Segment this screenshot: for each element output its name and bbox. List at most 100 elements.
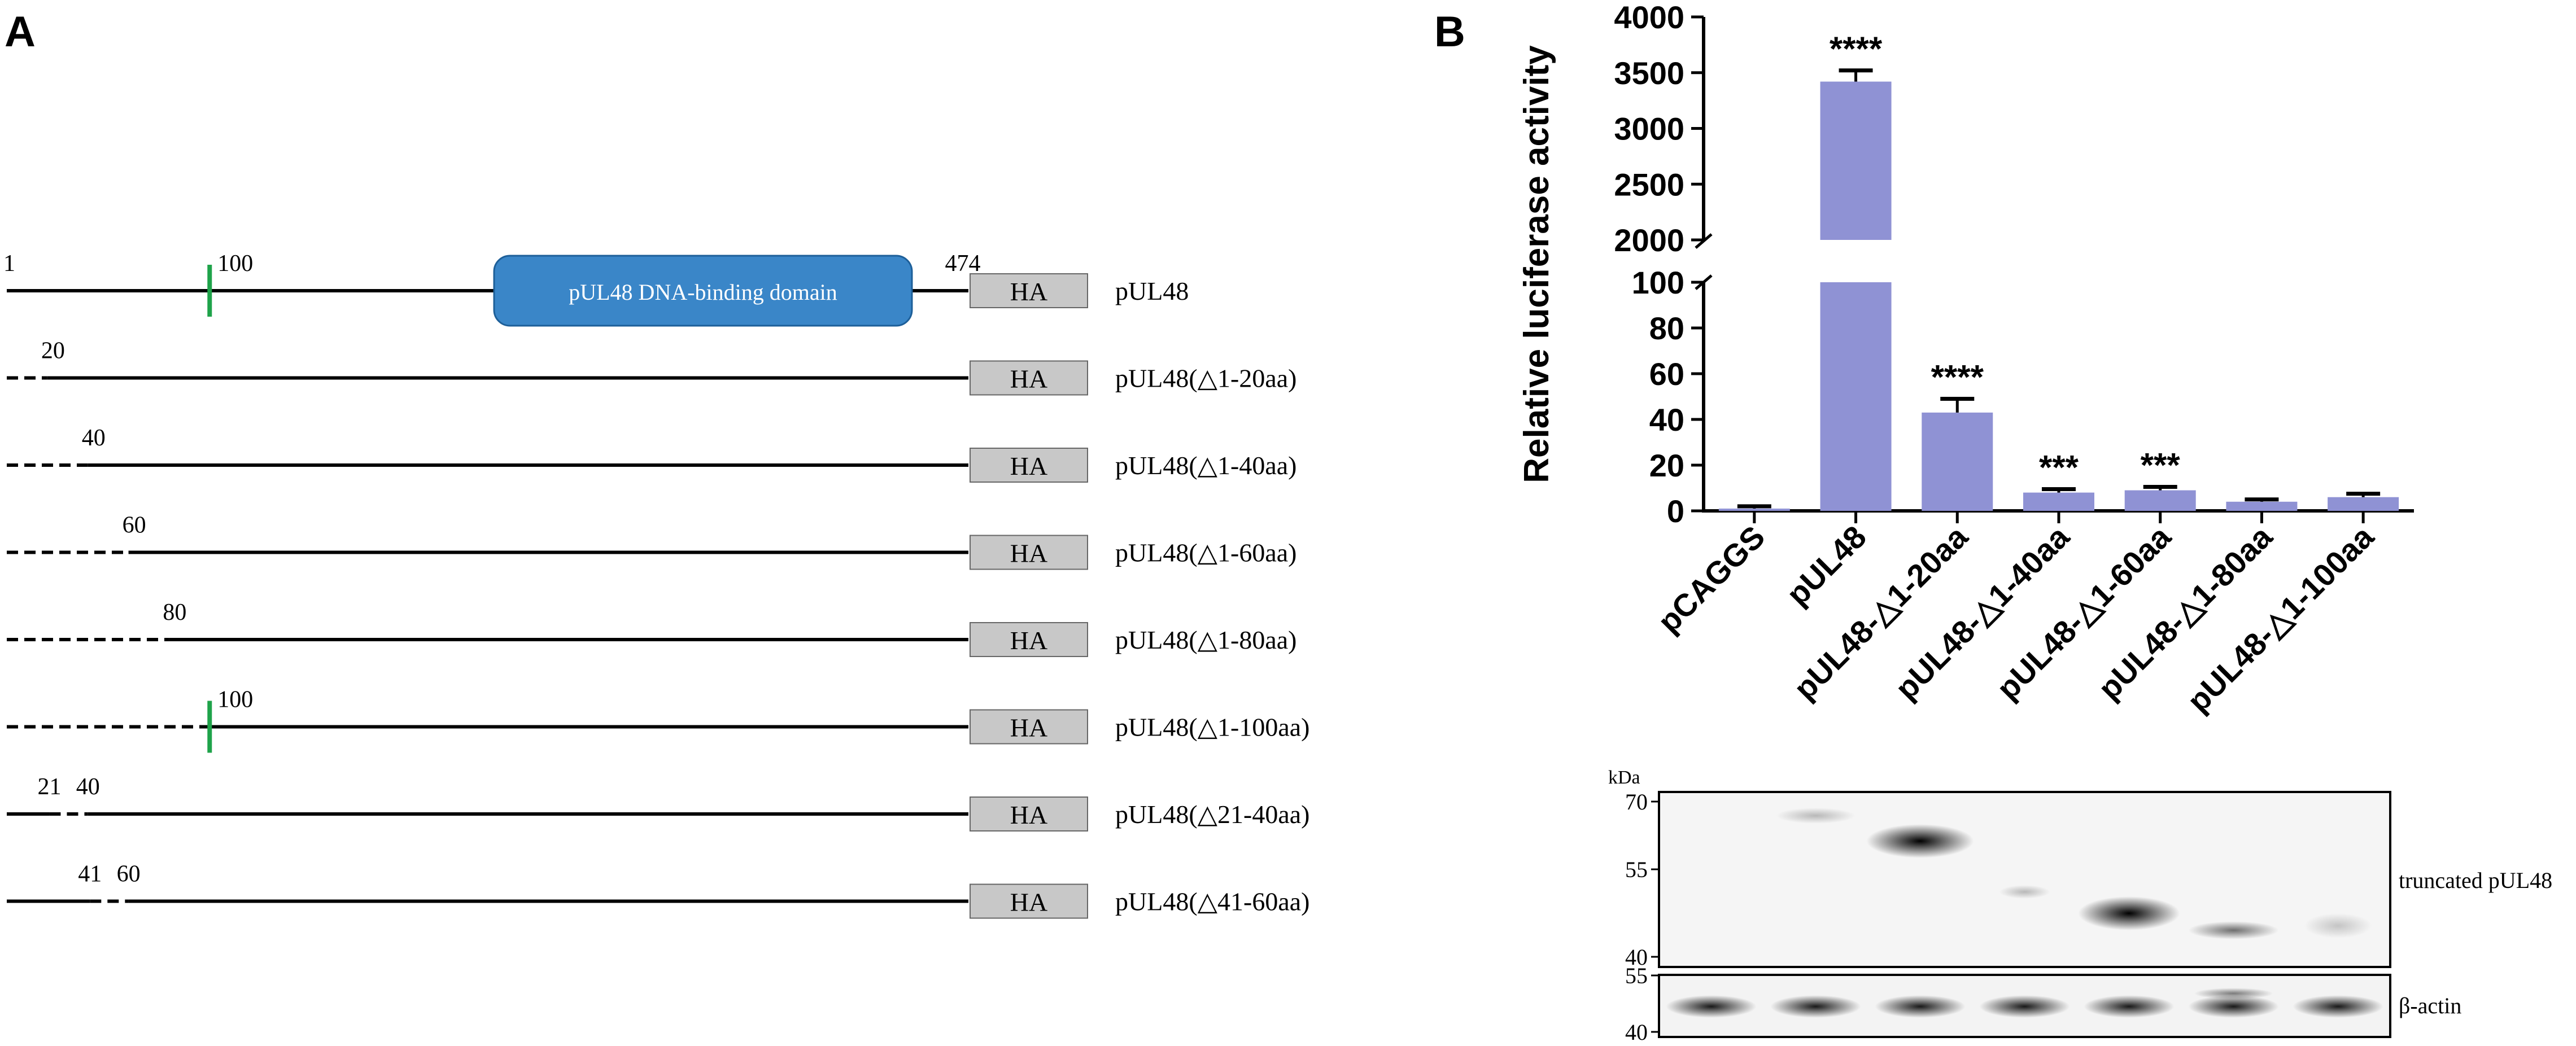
kda-unit-label: kDa xyxy=(1608,767,1640,788)
construct-name: pUL48(△1-40aa) xyxy=(1115,451,1296,480)
marker-label: 40 xyxy=(1625,944,1648,970)
protein-band xyxy=(1999,885,2050,899)
y-tick-label: 2500 xyxy=(1614,167,1684,202)
ha-tag xyxy=(970,448,1088,483)
protein-band xyxy=(2304,913,2372,938)
bar xyxy=(2226,501,2298,511)
position-label: 40 xyxy=(82,425,106,451)
bar xyxy=(2328,497,2399,511)
position-label: 474 xyxy=(945,251,981,277)
y-tick-label: 3000 xyxy=(1614,111,1684,147)
protein-band xyxy=(2188,921,2279,939)
actin-band xyxy=(2188,995,2279,1018)
position-label: 40 xyxy=(76,774,100,800)
position-label: 1 xyxy=(3,251,15,277)
y-tick-label: 20 xyxy=(1649,448,1684,483)
actin-band xyxy=(2194,988,2273,999)
position-label: 100 xyxy=(217,687,253,713)
x-tick-label: pUL48-△1-40aa xyxy=(1888,518,2076,706)
actin-band xyxy=(1979,995,2070,1018)
domain-label: pUL48 DNA-binding domain xyxy=(569,279,837,305)
construct-row: HA pUL48(△1-20aa) 20 xyxy=(7,338,1296,396)
construct-row: HA pUL48(△41-60aa) 41 60 xyxy=(7,861,1309,919)
protein-band xyxy=(2078,896,2180,930)
construct-name: pUL48(△1-60aa) xyxy=(1115,539,1296,567)
marker-label: 55 xyxy=(1625,963,1648,988)
ha-tag-label: HA xyxy=(1010,714,1047,742)
position-label: 60 xyxy=(123,513,146,539)
dna-binding-domain xyxy=(493,255,913,327)
construct-diagram: pUL48 DNA-binding domain HA pUL48 1 100 474 HA… xyxy=(3,251,1309,919)
position-label: 20 xyxy=(41,338,65,364)
x-tick-label: pUL48-△1-60aa xyxy=(1990,518,2178,706)
construct-name: pUL48 xyxy=(1115,277,1189,305)
ha-tag xyxy=(970,796,1088,831)
actin-band xyxy=(1875,995,1966,1018)
protein-band xyxy=(1866,824,1974,858)
y-tick-label: 100 xyxy=(1632,265,1684,300)
marker-label: 55 xyxy=(1625,857,1648,882)
panel-b-label: B xyxy=(1434,8,1465,56)
bar-lower-part xyxy=(1820,282,1892,511)
bar-upper-part xyxy=(1820,81,1892,240)
x-tick-label: pUL48-△1-100aa xyxy=(2180,518,2381,719)
bar xyxy=(2124,490,2196,511)
marker-label: 40 xyxy=(1625,1019,1648,1045)
construct-name: pUL48(△1-20aa) xyxy=(1115,364,1296,393)
ha-tag xyxy=(970,535,1088,570)
bar-group: **** pUL48 xyxy=(1779,30,1892,612)
significance-label: **** xyxy=(1931,358,1984,396)
bar-group: pUL48-△1-80aa xyxy=(2091,497,2298,706)
ha-tag xyxy=(970,273,1088,308)
ha-tag-label: HA xyxy=(1010,539,1047,568)
position-label: 21 xyxy=(37,774,61,800)
actin-band xyxy=(1666,995,1757,1018)
y-tick-label: 2000 xyxy=(1614,222,1684,258)
actin-band xyxy=(1770,995,1861,1018)
protein-band xyxy=(1776,808,1855,824)
ha-tag-label: HA xyxy=(1010,800,1047,829)
y-tick-label: 3500 xyxy=(1614,55,1684,91)
construct-row: HA pUL48(△1-60aa) 60 xyxy=(7,513,1296,570)
significance-label: **** xyxy=(1830,30,1883,68)
construct-name: pUL48(△41-60aa) xyxy=(1115,887,1309,916)
luciferase-bar-chart: 0 20 40 60 80 100 2000 2500 3000 3500 4000 Relative… xyxy=(1517,0,2414,719)
ha-tag xyxy=(970,622,1088,657)
ha-tag-label: HA xyxy=(1010,452,1047,480)
x-tick-label: pUL48-△1-20aa xyxy=(1787,518,1975,706)
position-label: 41 xyxy=(78,861,102,887)
y-tick-label: 0 xyxy=(1667,493,1684,529)
position-label: 60 xyxy=(117,861,141,887)
actin-band xyxy=(2293,995,2383,1018)
blot-top-membrane xyxy=(1658,791,2391,968)
blot-label-bottom: β-actin xyxy=(2399,993,2461,1018)
y-tick-label: 40 xyxy=(1649,402,1684,437)
ha-tag-label: HA xyxy=(1010,626,1047,655)
ha-tag-label: HA xyxy=(1010,277,1047,306)
construct-row: pUL48 DNA-binding domain HA pUL48 1 100 474 xyxy=(3,251,1189,327)
construct-row: HA pUL48(△21-40aa) 21 40 xyxy=(7,774,1309,831)
significance-label: *** xyxy=(2141,446,2181,484)
bar xyxy=(2023,492,2094,511)
marker-label: 70 xyxy=(1625,789,1648,815)
construct-name: pUL48(△1-80aa) xyxy=(1115,625,1296,654)
construct-row: HA pUL48(△1-40aa) 40 xyxy=(7,425,1296,483)
construct-name: pUL48(△21-40aa) xyxy=(1115,800,1309,829)
bar xyxy=(1922,412,1993,511)
position-label: 80 xyxy=(163,599,186,625)
y-tick-label: 60 xyxy=(1649,356,1684,392)
ha-tag xyxy=(970,883,1088,919)
ha-tag xyxy=(970,709,1088,745)
construct-name: pUL48(△1-100aa) xyxy=(1115,713,1309,742)
construct-row: HA pUL48(△1-80aa) 80 xyxy=(7,599,1296,657)
blot-label-top: truncated pUL48 xyxy=(2399,868,2552,893)
ha-tag-label: HA xyxy=(1010,365,1047,393)
significance-label: *** xyxy=(2039,449,2079,487)
panel-a-label: A xyxy=(5,8,36,56)
ha-tag xyxy=(970,360,1088,396)
position-label: 100 xyxy=(217,251,253,277)
y-axis-label: Relative luciferase activity xyxy=(1517,45,1556,483)
actin-band xyxy=(2084,995,2175,1018)
